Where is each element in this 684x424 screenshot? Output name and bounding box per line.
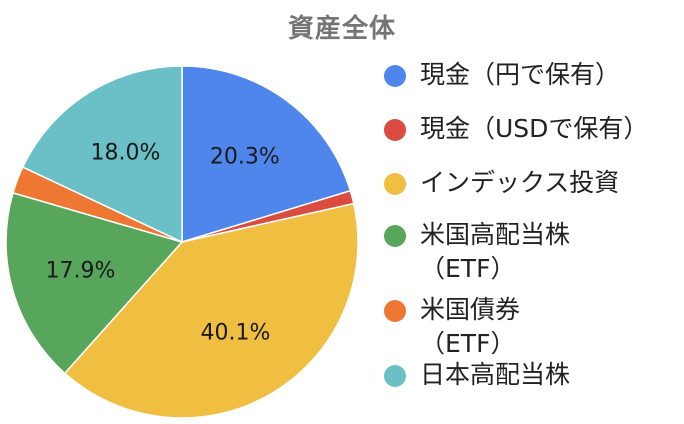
slice-label-2: 40.1%	[201, 321, 271, 346]
legend-item-0: 現金（円で保有）	[384, 58, 620, 92]
legend-swatch-1	[384, 119, 406, 141]
legend-label-1: 現金（USDで保有）	[420, 114, 649, 143]
legend-swatch-0	[384, 65, 406, 87]
legend-label-0: 現金（円で保有）	[420, 60, 621, 89]
legend-swatch-3	[384, 225, 406, 247]
legend-swatch-5	[384, 365, 406, 387]
pie-slice-2	[63, 202, 359, 419]
slice-label-3: 17.9%	[46, 259, 116, 284]
legend-swatch-2	[384, 173, 406, 195]
legend-item-1: 現金（USDで保有）	[384, 112, 648, 146]
legend-label-2: インデックス投資	[420, 168, 620, 197]
legend-item-2: インデックス投資	[384, 166, 619, 200]
legend-item-5: 日本高配当株	[384, 358, 570, 392]
chart-title: 資産全体	[287, 14, 396, 44]
legend-label-5: 日本高配当株	[420, 360, 571, 389]
legend-swatch-4	[384, 300, 406, 322]
slice-label-0: 20.3%	[210, 145, 280, 170]
legend-item-3: 米国高配当株 （ETF）	[384, 218, 570, 286]
legend-label-4: 米国債券 （ETF）	[420, 295, 521, 358]
pie-slice-3	[5, 191, 184, 375]
legend-item-4: 米国債券 （ETF）	[384, 293, 520, 361]
pie-slice-0	[181, 65, 352, 244]
pie-slice-5	[21, 65, 183, 244]
slice-label-5: 18.0%	[90, 140, 160, 165]
legend-label-3: 米国高配当株 （ETF）	[420, 220, 571, 283]
